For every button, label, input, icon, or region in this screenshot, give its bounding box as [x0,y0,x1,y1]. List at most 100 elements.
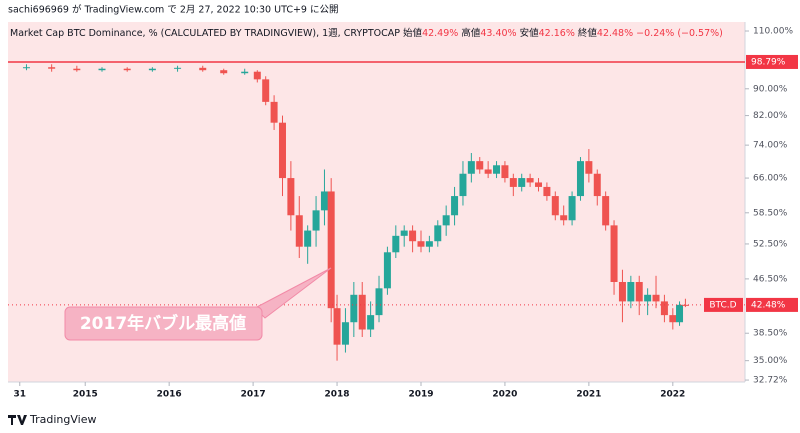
candle-body [434,225,442,242]
y-tick-label: 110.00% [753,27,793,37]
y-tick-label: 90.00% [753,84,788,94]
candle-body [123,68,131,71]
candle-body [535,182,543,187]
candle-body [400,230,408,236]
candle-body [576,161,584,197]
annotation: 2017年バブル最高値 [80,313,246,334]
y-tick-label: 52.50% [753,239,788,249]
candle-body [652,294,660,302]
candle-body [585,161,593,174]
chart-header: Market Cap BTC Dominance, % (CALCULATED … [10,27,723,39]
candle-body [48,67,56,69]
candle-body [287,178,295,216]
change: −0.24% (−0.57%) [636,28,723,39]
x-tick-label: 2015 [73,390,98,400]
candle-body [392,235,400,253]
legend-label: 始値 [403,27,423,39]
x-tick-label: 2017 [241,390,266,400]
candle-body [409,230,417,242]
publisher: sachi696969 が TradingView.com で 2月 27, 2… [8,4,338,16]
candle-body [467,161,475,174]
candle-body [509,178,517,187]
candle-body [262,79,270,102]
candle-body [341,322,349,345]
candle-body [333,308,341,345]
y-tick-label: 74.00% [753,141,788,151]
x-tick-label: 31 [13,390,26,400]
candle-body [518,178,526,187]
y-tick-label: 58.50% [753,208,788,218]
candle-body [459,173,467,197]
candle-body [602,196,610,226]
legend-label: 高値 [461,27,481,39]
candle-body [660,301,668,316]
candle-body [270,101,278,123]
x-tick-label: 2022 [660,390,685,400]
candle-body [669,315,677,323]
candle-body [278,122,286,179]
candle-body [618,281,626,302]
candle-body [367,315,375,330]
x-tick-label: 2020 [492,390,517,400]
candle-body [493,165,501,174]
logo-icon [8,415,27,425]
x-tick-label: 2021 [576,390,601,400]
candle-body [241,71,249,74]
symbol-label: BTC.D [709,300,736,310]
candle-body [676,304,684,323]
candle-body [593,173,601,197]
logo: TradingView [8,413,96,426]
candle-body [320,191,328,211]
candle-body [681,304,689,306]
legend-label: 安値 [520,27,540,39]
candle-body [253,71,261,80]
price-label-bg [746,297,798,312]
candle-body [304,230,312,247]
legend-value: 42.48% [597,28,633,39]
candle-body [551,196,559,216]
y-tick-label: 66.00% [753,174,788,184]
candle-body [358,294,366,330]
legend-value: 43.40% [480,28,516,39]
footer: TradingView [29,413,96,426]
candle-body [425,241,433,247]
candle-body [350,294,358,323]
candle-body [543,186,551,197]
callout-box [64,306,263,341]
candle-body [627,281,635,302]
legend-value: 42.49% [422,28,458,39]
candle-body [644,294,652,302]
y-tick-label: 82.00% [753,111,788,121]
candle-body [451,196,459,216]
y-tick-label: 32.72% [753,376,788,386]
y-tick-label: 38.50% [753,329,788,339]
candle-body [501,165,509,179]
x-tick-label: 2019 [408,390,433,400]
candle-body [199,67,207,71]
candle-body [560,215,568,221]
candle-body [476,161,484,170]
price-label: 98.79% [751,57,786,67]
legend-label: 終値 [578,27,598,39]
candle-body [635,281,643,302]
symbol-label-bg [704,297,743,312]
candle-body [295,215,303,247]
x-tick-label: 2016 [157,390,182,400]
candle-body [383,252,391,289]
candle-body [22,67,30,69]
candle-body [327,191,335,309]
price-label-bg [746,54,798,69]
price-label: 42.48% [751,300,786,310]
candle-body [375,288,383,316]
candle-body [174,67,182,69]
candle-body [148,68,156,71]
y-tick-label: 35.00% [753,356,788,366]
x-tick-label: 2018 [325,390,350,400]
candle-body [568,196,576,221]
candle-body [312,210,320,231]
candle-body [417,241,425,247]
candle-body [526,178,534,183]
candle-body [442,215,450,226]
candle-body [98,68,106,71]
